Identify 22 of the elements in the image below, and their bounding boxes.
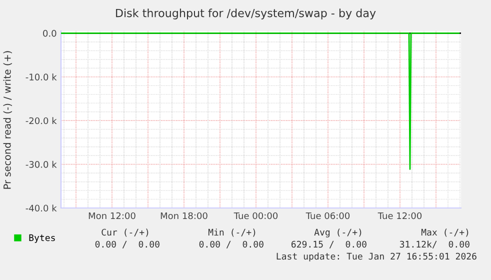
x-tick-label: Mon 12:00	[88, 212, 136, 220]
y-tick-label: 0.0	[43, 30, 56, 37]
text: Max (-/+)	[421, 228, 468, 237]
x-tick-label: Tue 06:00	[306, 212, 350, 220]
y-tick-label: -10.0 k	[26, 73, 57, 80]
text: 31.12k/ 0.00	[400, 240, 470, 248]
chart-title: Disk throughput for /dev/system/swap - by day	[116, 8, 376, 20]
legend-label: Bytes	[29, 234, 55, 243]
x-tick-label: Mon 18:00	[160, 212, 208, 220]
text: 0.00 / 0.00	[95, 240, 160, 248]
x-tick-label: Tue 12:00	[378, 212, 422, 220]
y-tick-label: -20.0 k	[26, 117, 57, 124]
y-axis-title: Pr second read (-) / write (+)	[3, 51, 12, 189]
text: 629.15 / 0.00	[291, 240, 366, 248]
text: Min (-/+)	[208, 228, 256, 237]
text: Cur (-/+)	[102, 228, 148, 237]
y-tick-label: -40.0 k	[26, 204, 57, 212]
text: 0.00 / 0.00	[199, 240, 264, 248]
y-tick-label: -30.0 k	[26, 160, 57, 168]
x-tick-label: Tue 00:00	[234, 212, 278, 220]
text: Last update: Tue Jan 27 16:55:01 2026	[276, 252, 476, 262]
text: Avg (-/+)	[314, 228, 362, 238]
